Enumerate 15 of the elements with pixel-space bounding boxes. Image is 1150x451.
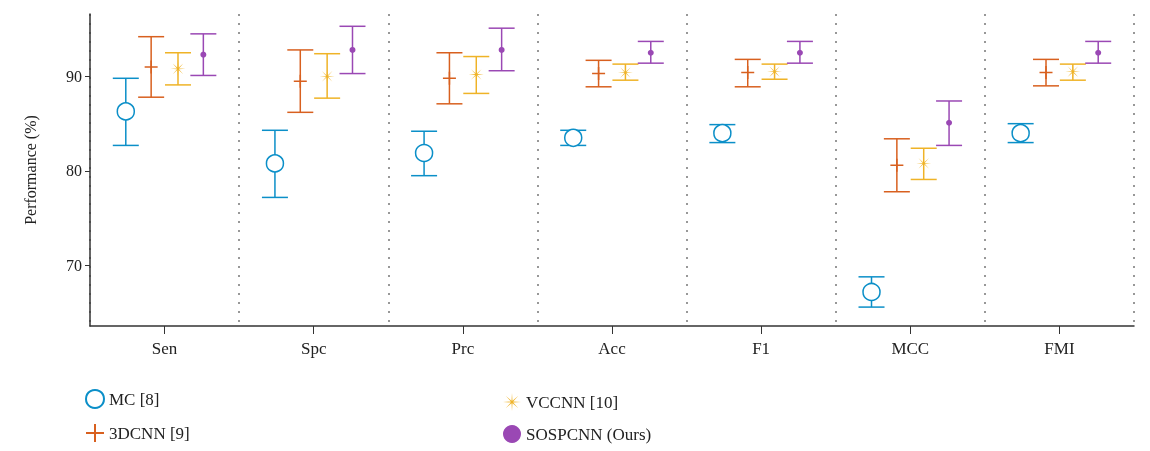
legend-label: MC [8]	[109, 389, 160, 409]
x-tick-label: MCC	[891, 339, 930, 358]
x-tick-label: Acc	[598, 339, 627, 358]
legend-label: 3DCNN [9]	[109, 423, 190, 443]
x-tick-label: FMI	[1044, 339, 1075, 358]
legend-label: VCCNN [10]	[526, 392, 619, 412]
y-axis-title: Performance (%)	[21, 115, 40, 225]
x-tick-label: F1	[752, 339, 771, 358]
legend-label: SOSPCNN (Ours)	[526, 424, 652, 444]
x-tick-label: Prc	[451, 339, 475, 358]
y-tick-label: 70	[66, 256, 82, 274]
y-tick-label: 80	[66, 162, 82, 180]
x-tick-label: Spc	[300, 339, 327, 358]
x-tick-label: Sen	[151, 339, 178, 358]
y-tick-label: 90	[66, 67, 82, 85]
